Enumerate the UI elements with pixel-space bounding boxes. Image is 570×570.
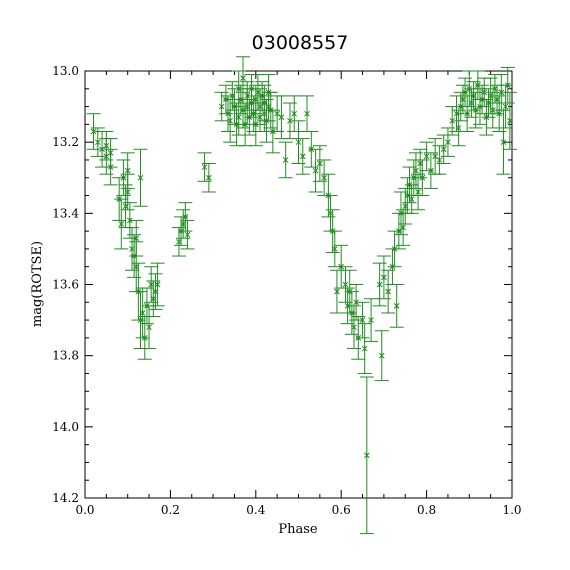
data-point	[308, 148, 323, 193]
data-point	[432, 145, 447, 175]
y-tick-label: 14.0	[52, 420, 79, 434]
data-point	[142, 305, 157, 350]
data-point	[300, 95, 315, 132]
data-point	[120, 152, 135, 189]
data-point	[103, 148, 118, 186]
data-point	[500, 66, 515, 104]
data-point	[287, 95, 302, 132]
y-tick-label: 13.0	[52, 64, 79, 78]
data-point	[317, 159, 332, 197]
data-point	[451, 109, 466, 147]
x-tick-labels: 0.0 0.2 0.4 0.6 0.8 1.0	[75, 503, 521, 517]
x-tick-label: 1.0	[502, 503, 521, 517]
y-tick-label: 13.4	[52, 206, 79, 220]
data-point	[329, 269, 344, 314]
x-tick-label: 0.2	[161, 503, 180, 517]
data-point	[364, 298, 379, 342]
data-point	[270, 95, 285, 132]
y-tick-labels: 13.0 13.2 13.4 13.6 13.8 14.0 14.2	[52, 64, 79, 505]
data-point	[404, 184, 419, 214]
data-point	[146, 280, 161, 318]
data-point	[180, 219, 195, 250]
data-point	[135, 287, 150, 339]
data-point	[116, 159, 131, 197]
data-point	[496, 109, 511, 175]
data-point	[327, 230, 342, 268]
y-tick-label: 14.2	[52, 491, 79, 505]
data-point	[347, 305, 362, 350]
y-axis-label: mag(ROTSE)	[30, 241, 45, 327]
data-point	[440, 127, 455, 157]
x-tick-label: 0.8	[417, 503, 436, 517]
data-point	[278, 141, 293, 179]
data-points	[86, 56, 517, 535]
data-point	[419, 141, 434, 172]
data-point	[323, 195, 338, 232]
data-point	[485, 91, 500, 129]
data-point	[148, 273, 163, 310]
data-point	[274, 95, 289, 140]
data-point	[197, 152, 212, 182]
data-point	[445, 106, 460, 136]
y-tick-label: 13.6	[52, 278, 79, 292]
data-point	[295, 138, 310, 175]
data-point	[413, 148, 428, 179]
data-point	[423, 152, 438, 189]
data-point	[389, 284, 404, 328]
data-point	[455, 84, 470, 115]
x-axis-label: Phase	[278, 522, 318, 537]
data-point	[178, 202, 193, 232]
data-point	[357, 323, 372, 374]
data-point	[411, 173, 426, 211]
x-tick-label: 0.0	[75, 503, 94, 517]
data-point	[428, 138, 443, 175]
data-point	[171, 227, 186, 257]
chart-title: 03008557	[252, 32, 349, 54]
data-point	[231, 98, 246, 136]
data-point	[502, 91, 517, 150]
data-point	[374, 330, 389, 382]
data-point	[312, 145, 327, 182]
x-tick-label: 0.6	[332, 503, 351, 517]
data-point	[355, 301, 370, 339]
x-tick-label: 0.4	[246, 503, 265, 517]
data-point	[201, 163, 216, 193]
y-tick-label: 13.2	[52, 135, 79, 149]
data-point	[221, 95, 236, 132]
data-point	[359, 376, 374, 535]
data-point	[372, 262, 387, 307]
data-point	[150, 262, 165, 307]
data-point	[282, 102, 297, 140]
data-point	[133, 148, 148, 207]
data-point	[396, 209, 411, 246]
data-point	[214, 91, 229, 122]
y-tick-label: 13.8	[52, 349, 79, 363]
